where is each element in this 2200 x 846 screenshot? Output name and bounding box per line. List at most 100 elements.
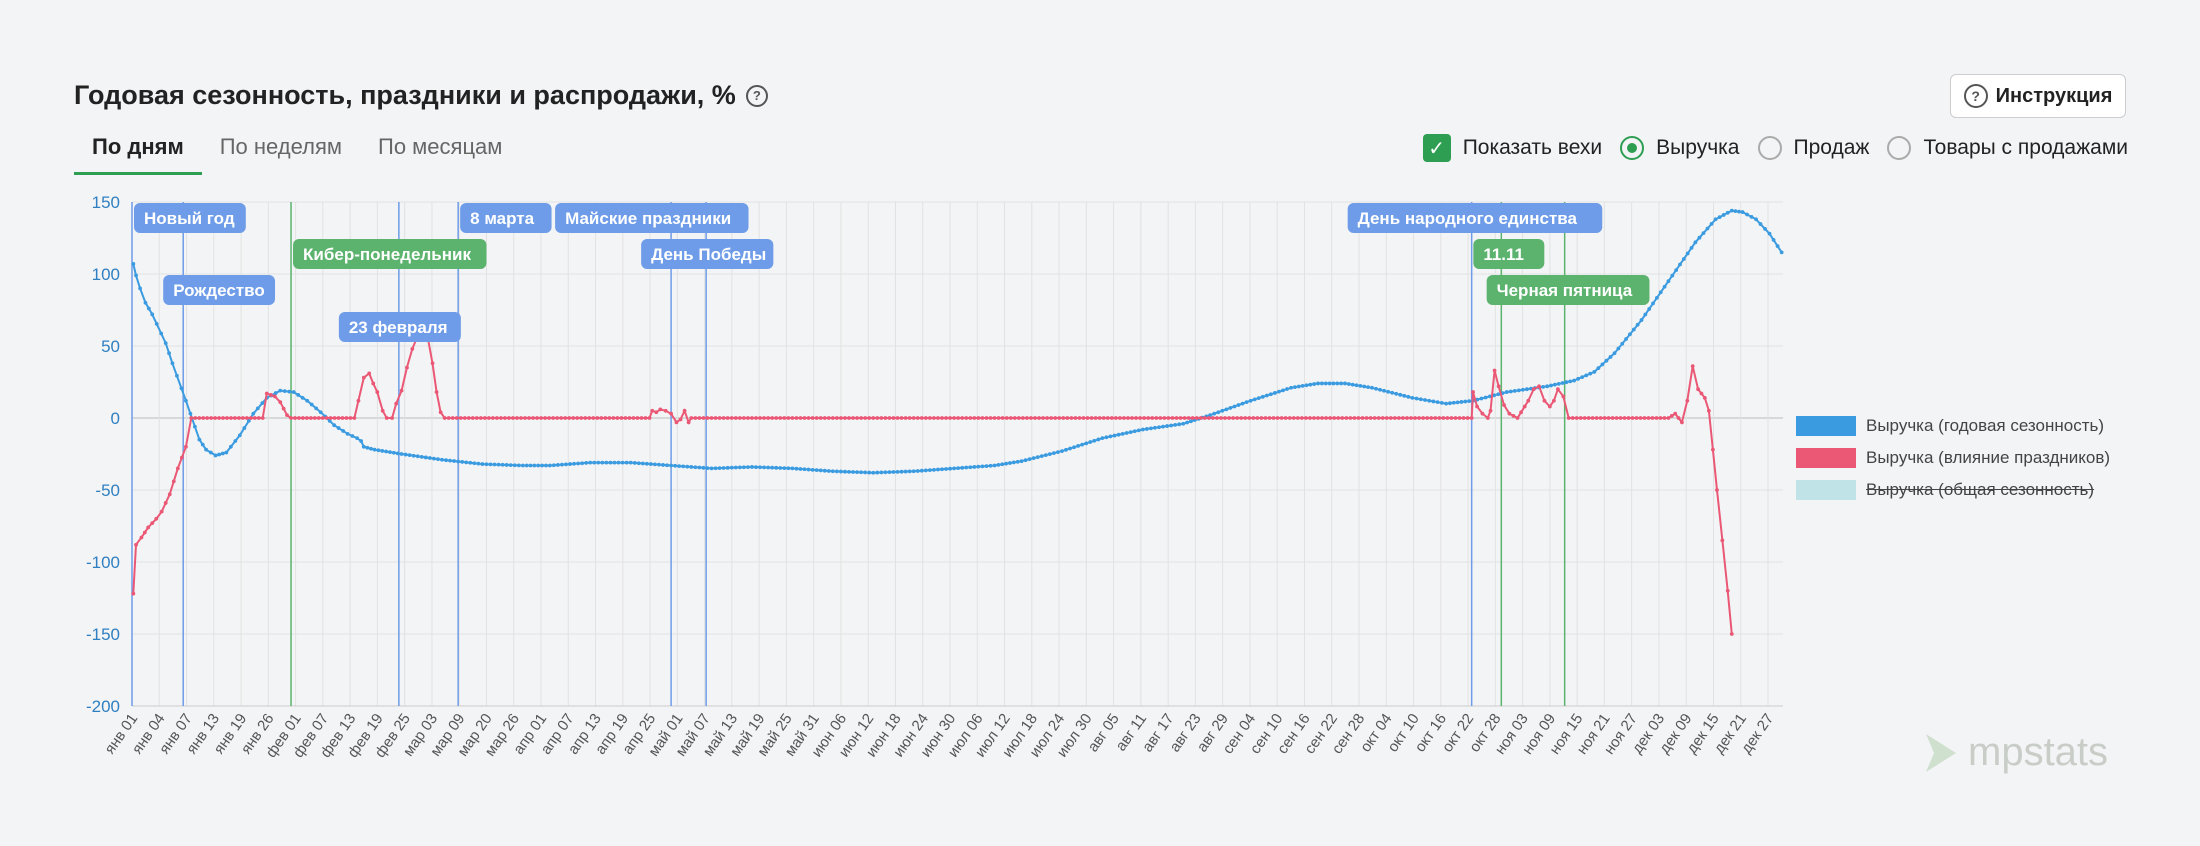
series-point-1 [887, 416, 892, 420]
series-point-0 [750, 465, 754, 469]
series-point-0 [1713, 217, 1718, 222]
series-point-1 [1182, 416, 1187, 420]
series-point-1 [972, 416, 977, 420]
series-point-0 [616, 460, 621, 465]
series-point-0 [600, 460, 605, 465]
series-point-1 [658, 407, 663, 412]
series-point-0 [1080, 442, 1085, 447]
series-point-0 [492, 462, 497, 467]
series-point-0 [863, 470, 868, 475]
goods-radio[interactable] [1887, 136, 1912, 160]
legend-item-holidays[interactable]: Выручка (влияние праздников) [1796, 442, 2110, 474]
series-point-0 [1654, 295, 1659, 300]
revenue-radio[interactable] [1620, 136, 1645, 160]
series-point-1 [1109, 416, 1114, 420]
series-point-0 [1439, 400, 1444, 405]
series-point-1 [1202, 416, 1207, 420]
series-point-0 [1600, 362, 1605, 367]
legend-item-total[interactable]: Выручка (общая сезонность) [1796, 474, 2110, 506]
series-point-1 [1316, 416, 1320, 420]
milestone-label: День народного единства [1347, 203, 1603, 233]
series-point-0 [504, 463, 509, 467]
tab-by-days[interactable]: По дням [74, 134, 202, 175]
series-point-0 [282, 389, 287, 394]
show-milestones-label[interactable]: Показать вехи [1462, 136, 1603, 159]
series-point-1 [474, 416, 479, 420]
revenue-label[interactable]: Выручка [1656, 136, 1740, 159]
instruction-label: Инструкция [1995, 84, 2113, 107]
series-point-0 [741, 465, 746, 470]
series-point-0 [1008, 461, 1012, 465]
help-icon[interactable]: ? [745, 84, 768, 107]
series-point-0 [576, 461, 581, 466]
series-point-0 [1116, 432, 1121, 437]
series-point-1 [240, 416, 245, 420]
series-point-0 [988, 463, 993, 468]
series-point-0 [580, 461, 585, 466]
instruction-button[interactable]: ? Инструкция [1950, 74, 2126, 118]
series-point-0 [242, 426, 247, 430]
series-point-0 [391, 450, 396, 455]
milestone-label-box [1347, 203, 1603, 233]
series-point-0 [1272, 391, 1277, 395]
series-point-1 [1556, 387, 1560, 392]
series-point-0 [826, 469, 831, 473]
series-point-0 [138, 286, 142, 291]
series-point-0 [721, 466, 726, 470]
series-point-0 [1277, 389, 1281, 394]
tab-by-weeks[interactable]: По неделям [219, 134, 343, 159]
series-point-1 [442, 416, 447, 420]
series-point-1 [1465, 416, 1470, 420]
series-point-1 [430, 361, 435, 366]
series-point-1 [390, 416, 395, 420]
series-point-0 [1504, 390, 1509, 394]
series-point-0 [1775, 244, 1780, 249]
series-point-1 [268, 393, 273, 397]
series-point-1 [1004, 416, 1009, 420]
series-point-0 [1414, 396, 1419, 401]
series-point-0 [871, 470, 876, 475]
series-point-1 [184, 444, 188, 449]
series-point-1 [478, 416, 483, 420]
series-point-1 [932, 416, 936, 420]
series-point-0 [345, 431, 350, 436]
series-point-1 [705, 416, 710, 420]
series-point-1 [499, 416, 503, 420]
series-point-0 [782, 466, 787, 471]
show-milestones-checkbox[interactable]: ✓ [1422, 134, 1451, 162]
series-point-1 [1186, 416, 1191, 420]
y-tick-label: 150 [92, 193, 120, 212]
series-point-0 [1281, 388, 1285, 393]
series-point-1 [1561, 394, 1566, 399]
series-point-0 [547, 463, 552, 468]
series-point-0 [1754, 217, 1758, 222]
series-point-1 [770, 416, 775, 420]
series-point-1 [150, 521, 155, 526]
series-point-0 [1177, 422, 1182, 427]
series-point-0 [839, 469, 843, 474]
tab-by-months[interactable]: По месяцам [378, 134, 503, 159]
series-point-0 [843, 469, 847, 474]
series-point-1 [244, 416, 249, 420]
series-point-0 [369, 446, 373, 451]
series-point-0 [170, 361, 175, 366]
series-point-1 [575, 416, 580, 420]
series-point-0 [496, 462, 501, 467]
series-point-0 [512, 463, 517, 468]
series-point-0 [1549, 383, 1553, 388]
sales-radio[interactable] [1757, 136, 1782, 160]
series-point-0 [251, 411, 256, 416]
series-point-1 [984, 416, 989, 420]
series-point-1 [189, 416, 194, 420]
legend-item-seasonality[interactable]: Выручка (годовая сезонность) [1796, 410, 2110, 442]
milestone-label-box [293, 239, 487, 269]
milestone-label-text: 8 марта [470, 209, 534, 228]
goods-label[interactable]: Товары с продажами [1923, 136, 2128, 159]
series-point-1 [663, 408, 668, 413]
series-point-0 [1496, 392, 1501, 397]
series-point-0 [403, 452, 408, 457]
series-point-0 [592, 460, 597, 465]
sales-label[interactable]: Продаж [1793, 136, 1870, 159]
series-point-1 [1215, 416, 1219, 420]
